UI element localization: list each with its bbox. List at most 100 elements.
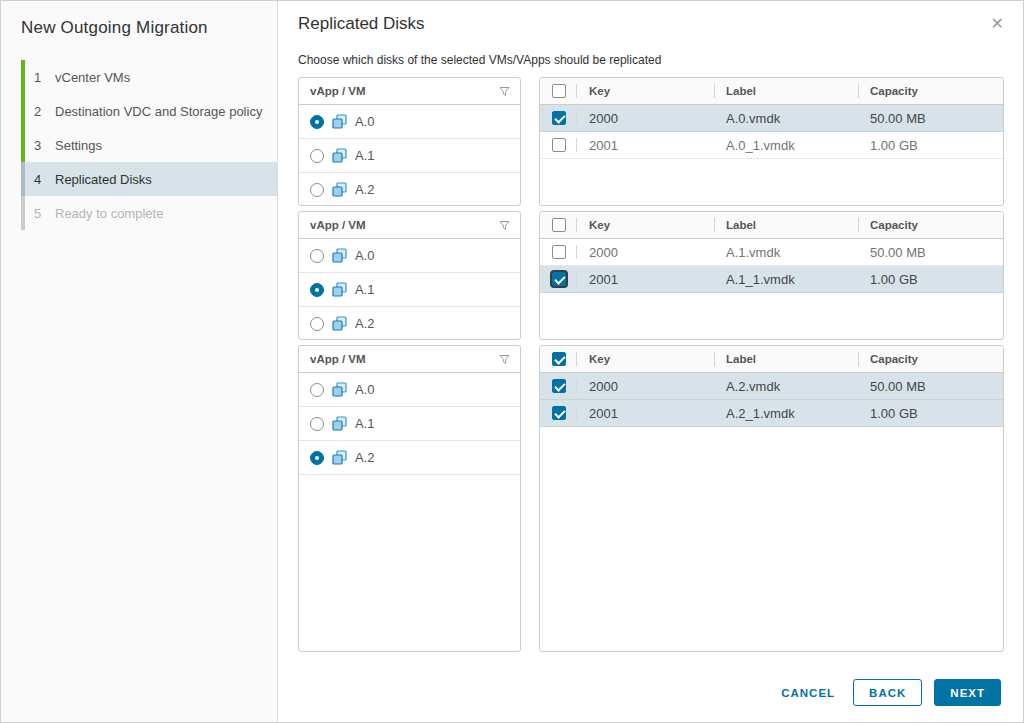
disk-checkbox[interactable] (552, 245, 566, 259)
disk-row[interactable]: 2000 A.1.vmdk 50.00 MB (540, 239, 1003, 266)
migration-wizard-dialog: New Outgoing Migration 1 vCenter VMs 2 D… (0, 0, 1024, 723)
vm-option-row[interactable]: A.2 (299, 441, 520, 475)
wizard-steps: 1 vCenter VMs 2 Destination VDC and Stor… (21, 60, 277, 230)
disk-label: A.1.vmdk (714, 239, 858, 265)
disk-row[interactable]: 2001 A.1_1.vmdk 1.00 GB (540, 266, 1003, 293)
vm-icon (332, 182, 347, 197)
vm-icon (332, 114, 347, 129)
next-button[interactable]: NEXT (934, 679, 1001, 706)
vm-radio-button[interactable] (310, 417, 324, 431)
vm-label: A.0 (355, 382, 375, 397)
disk-capacity: 50.00 MB (858, 373, 1003, 399)
disk-checkbox[interactable] (552, 111, 566, 125)
vm-radio-button[interactable] (310, 383, 324, 397)
vm-radio-button[interactable] (310, 317, 324, 331)
disk-label: A.1_1.vmdk (714, 266, 858, 292)
select-all-checkbox[interactable] (552, 84, 566, 98)
vm-radio-button[interactable] (310, 115, 324, 129)
vapp-vm-column-header[interactable]: vApp / VM (310, 219, 366, 231)
disk-capacity: 50.00 MB (858, 105, 1003, 131)
vapp-vm-panel: vApp / VM A.0 (298, 211, 521, 340)
vm-option-row[interactable]: A.2 (299, 173, 520, 206)
disk-label: A.2.vmdk (714, 373, 858, 399)
disk-key: 2000 (577, 105, 714, 131)
vm-label: A.1 (355, 282, 375, 297)
column-header-label[interactable]: Label (714, 212, 858, 238)
vapp-vm-column-header[interactable]: vApp / VM (310, 85, 366, 97)
vapp-vm-panel: vApp / VM A.0 (298, 345, 521, 652)
vm-radio-button[interactable] (310, 451, 324, 465)
vm-radio-button[interactable] (310, 249, 324, 263)
column-header-key[interactable]: Key (577, 212, 714, 238)
disk-grid: Key Label Capacity 2000 A.1.vmdk 50.00 M… (539, 211, 1004, 340)
disk-row[interactable]: 2000 A.0.vmdk 50.00 MB (540, 105, 1003, 132)
disk-section-a2: vApp / VM A.0 (298, 345, 1004, 652)
disk-grid: Key Label Capacity 2000 A.2.vmdk 50.00 M… (539, 345, 1004, 652)
vm-label: A.2 (355, 450, 375, 465)
step-label: vCenter VMs (55, 70, 130, 85)
disk-label: A.0_1.vmdk (714, 132, 858, 158)
vapp-vm-grid-header: vApp / VM (299, 212, 520, 239)
wizard-title: New Outgoing Migration (1, 1, 277, 38)
disk-grid: Key Label Capacity 2000 A.0.vmdk 50.00 M… (539, 77, 1004, 206)
column-header-capacity[interactable]: Capacity (858, 212, 1003, 238)
select-all-checkbox[interactable] (552, 352, 566, 366)
column-header-key[interactable]: Key (577, 346, 714, 372)
vapp-vm-column-header[interactable]: vApp / VM (310, 353, 366, 365)
step-label: Ready to complete (55, 206, 163, 221)
filter-icon[interactable] (499, 86, 510, 97)
vm-radio-button[interactable] (310, 183, 324, 197)
vm-option-row[interactable]: A.1 (299, 407, 520, 441)
back-button[interactable]: BACK (853, 679, 922, 706)
vm-icon (332, 282, 347, 297)
vm-option-row[interactable]: A.0 (299, 105, 520, 139)
step-label: Destination VDC and Storage policy (55, 104, 262, 119)
step-label: Replicated Disks (55, 172, 152, 187)
column-header-label[interactable]: Label (714, 346, 858, 372)
disk-grid-header: Key Label Capacity (540, 346, 1003, 373)
cancel-button[interactable]: CANCEL (775, 679, 841, 706)
column-header-capacity[interactable]: Capacity (858, 78, 1003, 104)
vm-label: A.2 (355, 316, 375, 331)
column-header-label[interactable]: Label (714, 78, 858, 104)
vm-icon (332, 248, 347, 263)
disk-checkbox[interactable] (552, 138, 566, 152)
disk-checkbox[interactable] (552, 379, 566, 393)
select-all-checkbox[interactable] (552, 218, 566, 232)
page-title: Replicated Disks (298, 14, 425, 34)
filter-icon[interactable] (499, 220, 510, 231)
vm-radio-button[interactable] (310, 283, 324, 297)
vm-option-row[interactable]: A.0 (299, 373, 520, 407)
filter-icon[interactable] (499, 354, 510, 365)
disk-section-a0: vApp / VM A.0 (298, 77, 1004, 206)
vm-label: A.1 (355, 148, 375, 163)
disk-row[interactable]: 2001 A.2_1.vmdk 1.00 GB (540, 400, 1003, 427)
vm-label: A.1 (355, 416, 375, 431)
disk-checkbox[interactable] (552, 272, 566, 286)
disk-row[interactable]: 2000 A.2.vmdk 50.00 MB (540, 373, 1003, 400)
vapp-vm-panel: vApp / VM A.0 (298, 77, 521, 206)
step-destination-vdc[interactable]: 2 Destination VDC and Storage policy (21, 94, 277, 128)
close-icon[interactable]: ✕ (987, 12, 1008, 36)
vm-option-row[interactable]: A.1 (299, 139, 520, 173)
disk-row[interactable]: 2001 A.0_1.vmdk 1.00 GB (540, 132, 1003, 159)
vm-icon (332, 148, 347, 163)
step-label: Settings (55, 138, 102, 153)
vm-radio-button[interactable] (310, 149, 324, 163)
disk-key: 2000 (577, 373, 714, 399)
vm-option-row[interactable]: A.2 (299, 307, 520, 340)
step-replicated-disks[interactable]: 4 Replicated Disks (21, 162, 277, 196)
vm-option-row[interactable]: A.0 (299, 239, 520, 273)
vapp-vm-grid-header: vApp / VM (299, 78, 520, 105)
step-number: 4 (34, 172, 46, 187)
disk-checkbox[interactable] (552, 406, 566, 420)
column-header-key[interactable]: Key (577, 78, 714, 104)
step-settings[interactable]: 3 Settings (21, 128, 277, 162)
vm-option-row[interactable]: A.1 (299, 273, 520, 307)
disk-capacity: 1.00 GB (858, 132, 1003, 158)
disk-grid-header: Key Label Capacity (540, 78, 1003, 105)
step-number: 3 (34, 138, 46, 153)
column-header-capacity[interactable]: Capacity (858, 346, 1003, 372)
disk-capacity: 1.00 GB (858, 266, 1003, 292)
step-vcenter-vms[interactable]: 1 vCenter VMs (21, 60, 277, 94)
